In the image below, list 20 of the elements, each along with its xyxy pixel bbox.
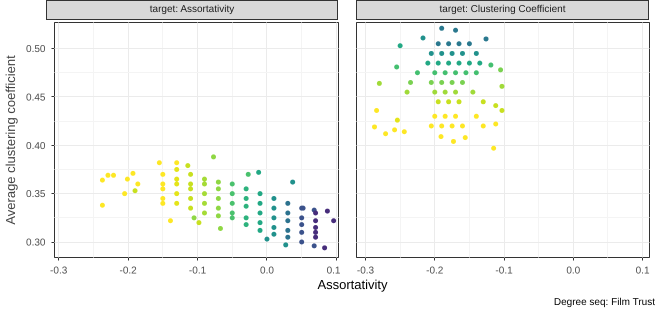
- x-tick-label: -0.2: [426, 266, 444, 276]
- y-tick-label: 0.30: [26, 238, 46, 249]
- chart-title: target: Clustering Coefficient: [440, 3, 566, 17]
- x-axis-title: Assortativity: [317, 276, 388, 294]
- y-tick-label: 0.45: [26, 92, 46, 104]
- x-tick-label: -0.1: [495, 266, 514, 276]
- x-tick-label: 0.0: [260, 266, 274, 276]
- x-tick-label: -0.1: [188, 266, 207, 276]
- x-tick-label: 0.0: [566, 266, 581, 276]
- y-tick-label: 0.35: [26, 189, 46, 200]
- x-tick-label: -0.3: [356, 266, 375, 276]
- y-axis-title: Average clustering coefficient: [3, 54, 18, 225]
- x-tick-label: -0.2: [119, 266, 138, 276]
- chart-title: target: Assortativity: [150, 3, 234, 17]
- x-tick-label: -0.3: [50, 266, 68, 276]
- text: Degree seq: Film Trust: [554, 296, 655, 310]
- x-tick-label: 0.1: [326, 266, 341, 276]
- y-tick-label: 0.50: [26, 44, 46, 56]
- y-tick-label: 0.40: [26, 140, 46, 152]
- x-tick-label: 0.1: [636, 266, 650, 276]
